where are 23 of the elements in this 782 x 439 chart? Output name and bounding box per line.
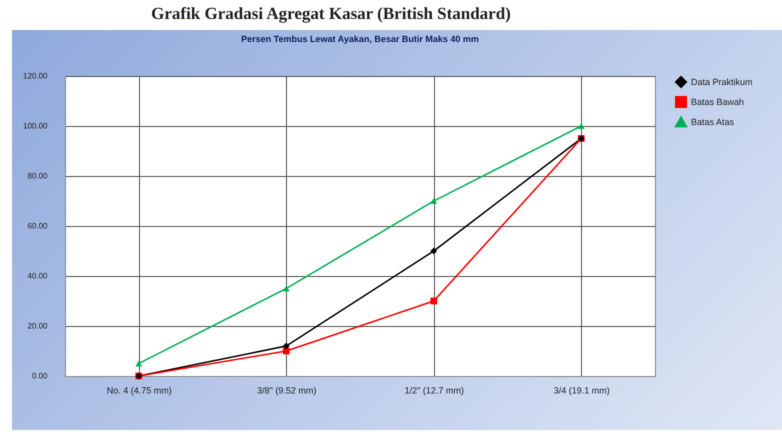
x-tick-label: 3/4 (19.1 mm) — [554, 386, 610, 396]
y-tick-label: 120.00 — [23, 72, 48, 80]
y-tick-label: 40.00 — [27, 272, 48, 280]
point — [282, 286, 290, 292]
y-tick-label: 20.00 — [27, 322, 48, 330]
y-tick-label: 0.00 — [32, 372, 48, 380]
legend-label: Batas Atas — [691, 117, 735, 127]
point — [578, 123, 585, 129]
point — [430, 198, 438, 204]
x-tick-label: 3/8" (9.52 mm) — [257, 386, 316, 396]
y-tick-label: 80.00 — [27, 172, 48, 180]
point — [430, 298, 438, 304]
x-tick-label: No. 4 (4.75 mm) — [106, 386, 172, 396]
y-tick-label: 60.00 — [27, 222, 48, 230]
x-tick-label: 1/2" (12.7 mm) — [404, 386, 464, 396]
chart-subtitle: Persen Tembus Lewat Ayakan, Besar Butir Maks 40 mm — [241, 34, 479, 44]
y-tick-label: 100.00 — [23, 122, 48, 130]
point — [430, 248, 438, 254]
legend-label: Batas Bawah — [691, 97, 744, 107]
point — [135, 360, 142, 366]
legend-label: Data Praktikum — [691, 77, 753, 87]
point — [282, 342, 290, 350]
chart-title: Grafik Gradasi Agregat Kasar (British Standard) — [150, 3, 512, 25]
